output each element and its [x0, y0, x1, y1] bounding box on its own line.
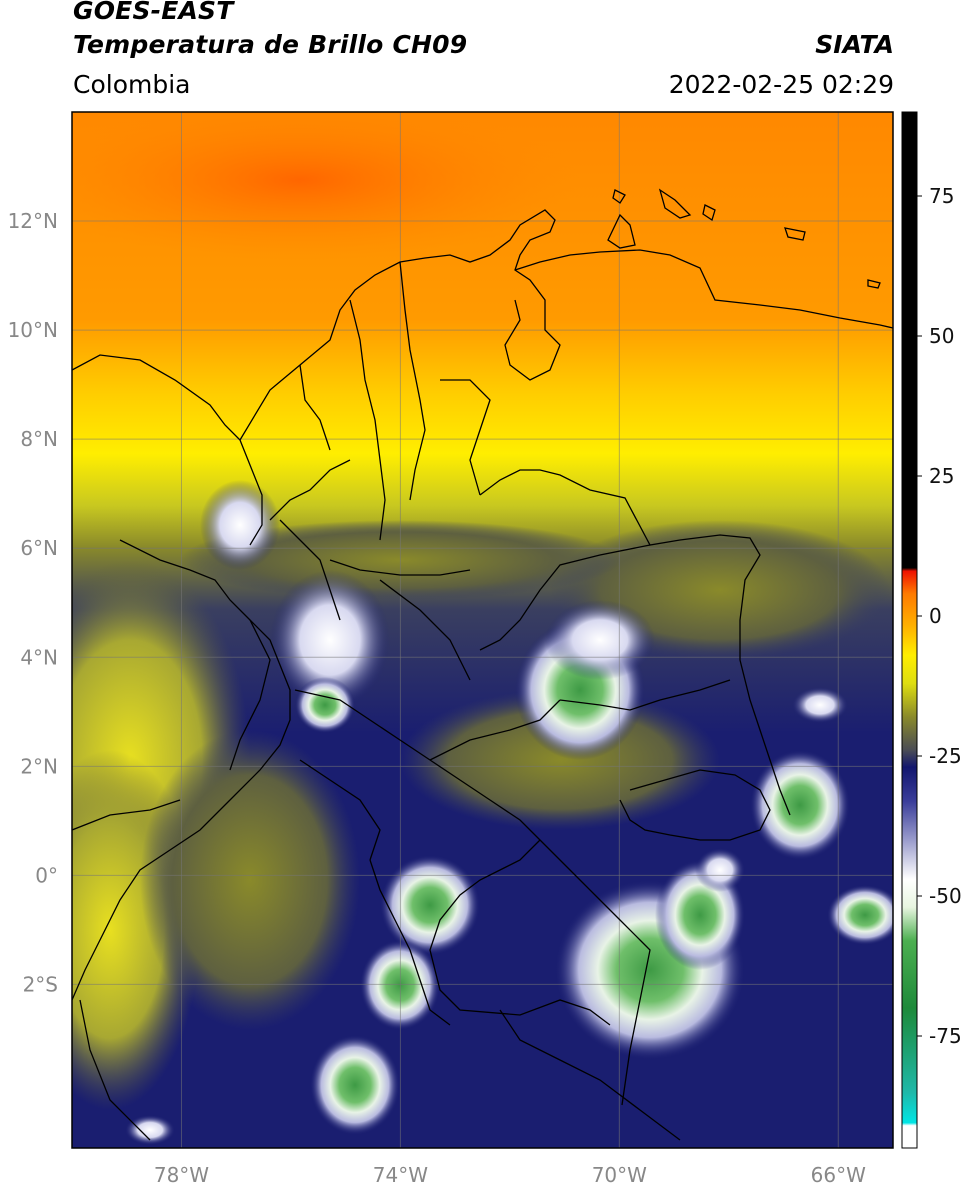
- latitude-tick-label: 4°N: [20, 645, 58, 669]
- latitude-tick-label: 2°N: [20, 754, 58, 778]
- country-borders: [72, 188, 893, 1141]
- satellite-title: GOES-EAST: [73, 0, 234, 25]
- longitude-tick-label: 70°W: [592, 1163, 647, 1187]
- latitude-tick-label: 8°N: [20, 427, 58, 451]
- longitude-tick-label: 78°W: [154, 1163, 209, 1187]
- colorbar-tick-label: 25: [929, 464, 954, 488]
- colorbar: 75 50 25 0 -25 -50 -75: [901, 111, 962, 1149]
- latitude-tick-label: 6°N: [20, 536, 58, 560]
- product-title: Temperatura de Brillo CH09: [73, 30, 468, 59]
- colorbar-tick-label: -50: [929, 884, 962, 908]
- longitude-tick-label: 74°W: [373, 1163, 428, 1187]
- colorbar-frame: [901, 111, 918, 1149]
- graticule: [72, 112, 893, 1148]
- longitude-tick-label: 66°W: [811, 1163, 866, 1187]
- colorbar-tick-label: 0: [929, 604, 942, 628]
- colorbar-tick-label: -25: [929, 744, 962, 768]
- latitude-tick-label: 2°S: [23, 972, 58, 996]
- latitude-tick-label: 12°N: [8, 209, 58, 233]
- colorbar-tick-label: 75: [929, 184, 954, 208]
- brightness-temperature-field: [72, 112, 893, 1148]
- colorbar-gradient: [902, 112, 917, 1148]
- organization-label: SIATA: [815, 30, 894, 59]
- latitude-tick-label: 0°: [35, 863, 58, 887]
- latitude-tick-label: 10°N: [8, 318, 58, 342]
- region-label: Colombia: [73, 70, 191, 99]
- colorbar-tick-label: 50: [929, 324, 954, 348]
- longitude-tick-labels: 78°W 74°W 70°W 66°W: [154, 1163, 866, 1187]
- colorbar-tick-labels: 75 50 25 0 -25 -50 -75: [917, 184, 962, 1048]
- datetime-label: 2022-02-25 02:29: [668, 70, 894, 99]
- colorbar-tick-label: -75: [929, 1024, 962, 1048]
- latitude-tick-labels: 12°N 10°N 8°N 6°N 4°N 2°N 0° 2°S: [8, 209, 58, 996]
- map-frame: [71, 111, 894, 1149]
